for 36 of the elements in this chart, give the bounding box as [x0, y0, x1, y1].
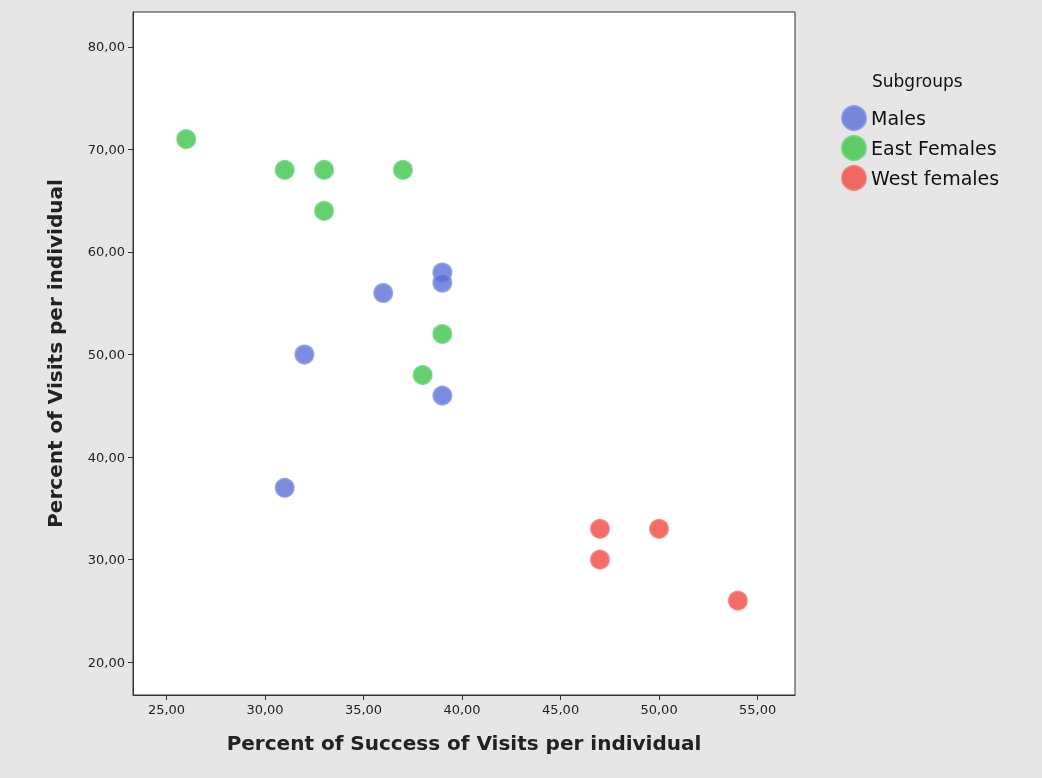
point — [176, 129, 197, 150]
y-tick-label: 30,00 — [87, 552, 125, 568]
point — [274, 159, 295, 180]
point — [649, 518, 670, 539]
point — [432, 385, 453, 406]
y-axis-title: Percent of Visits per individual — [43, 179, 67, 528]
x-axis-title: Percent of Success of Visits per individual — [226, 731, 702, 755]
legend-label: East Females — [871, 137, 997, 159]
y-tick-label: 50,00 — [87, 347, 125, 363]
x-tick-label: 45,00 — [541, 702, 580, 717]
y-tick-label: 80,00 — [87, 39, 125, 55]
point — [314, 200, 335, 221]
y-tick-label: 60,00 — [87, 244, 125, 260]
legend-title: Subgroups — [872, 70, 963, 91]
x-tick-label: 55,00 — [738, 702, 777, 717]
point — [412, 365, 433, 386]
point — [294, 344, 315, 365]
point — [432, 272, 453, 293]
x-tick-label: 30,00 — [246, 702, 284, 717]
legend-label: West females — [871, 167, 1000, 189]
point — [373, 283, 394, 303]
point — [432, 324, 453, 345]
point — [314, 159, 335, 180]
legend-label: Males — [871, 107, 926, 129]
y-tick-label: 70,00 — [87, 141, 125, 157]
point — [589, 518, 610, 539]
x-tick-label: 35,00 — [344, 702, 383, 717]
y-tick-label: 20,00 — [87, 654, 125, 670]
point — [589, 549, 610, 570]
point — [392, 159, 413, 180]
y-tick-label: 40,00 — [87, 449, 125, 465]
x-tick-label: 40,00 — [443, 702, 481, 717]
point — [727, 590, 748, 611]
x-tick-label: 50,00 — [640, 702, 678, 717]
point — [274, 477, 295, 498]
x-tick-label: 25,00 — [147, 702, 186, 717]
